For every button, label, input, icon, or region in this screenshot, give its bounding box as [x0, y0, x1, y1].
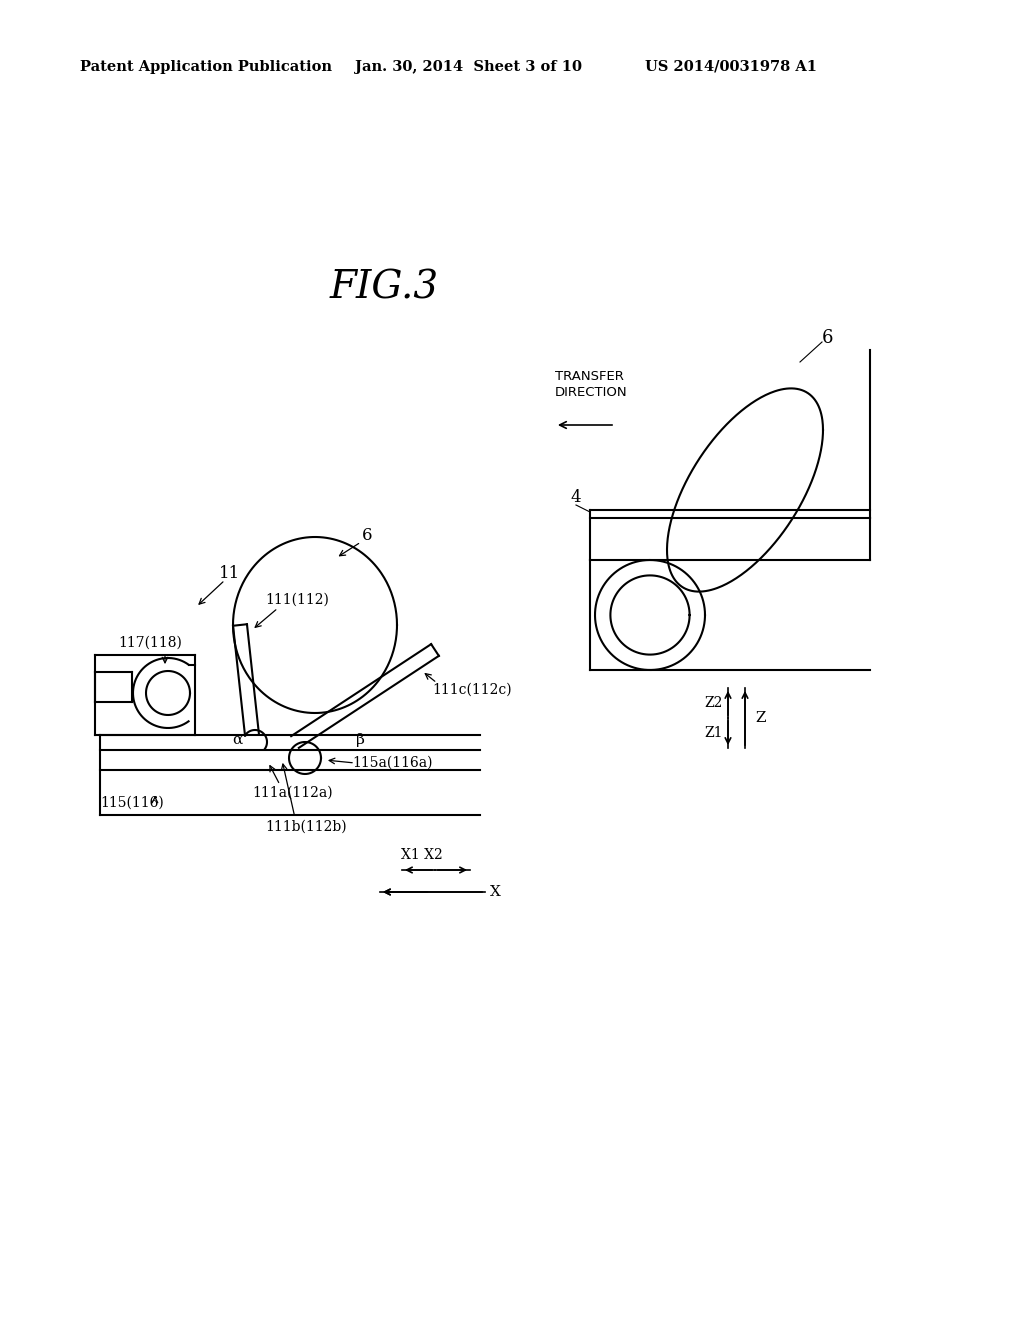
- Text: Z1: Z1: [705, 726, 723, 741]
- Text: FIG.3: FIG.3: [330, 269, 439, 306]
- Text: 11: 11: [219, 565, 241, 582]
- Text: β: β: [355, 733, 365, 747]
- Text: 111(112): 111(112): [265, 593, 329, 607]
- Text: 6: 6: [822, 329, 834, 347]
- Text: TRANSFER
DIRECTION: TRANSFER DIRECTION: [555, 371, 628, 400]
- Text: 4: 4: [570, 488, 581, 506]
- Text: X: X: [490, 884, 501, 899]
- Text: Jan. 30, 2014  Sheet 3 of 10: Jan. 30, 2014 Sheet 3 of 10: [355, 59, 582, 74]
- Text: Z2: Z2: [705, 696, 723, 710]
- Text: US 2014/0031978 A1: US 2014/0031978 A1: [645, 59, 817, 74]
- Text: Patent Application Publication: Patent Application Publication: [80, 59, 332, 74]
- Text: 117(118): 117(118): [118, 636, 182, 649]
- Text: Z: Z: [755, 711, 766, 725]
- Text: 111b(112b): 111b(112b): [265, 820, 347, 834]
- Text: 115a(116a): 115a(116a): [352, 756, 432, 770]
- Text: α: α: [231, 733, 242, 747]
- Text: X1 X2: X1 X2: [401, 847, 442, 862]
- Text: 111c(112c): 111c(112c): [432, 682, 512, 697]
- Text: 111a(112a): 111a(112a): [252, 785, 333, 800]
- Text: 6: 6: [361, 527, 373, 544]
- Text: 115(116): 115(116): [100, 796, 164, 810]
